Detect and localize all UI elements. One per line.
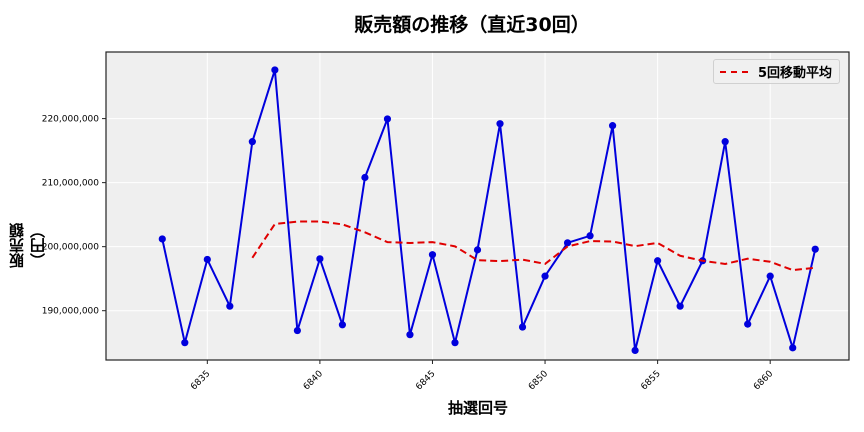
sales-point	[181, 339, 189, 347]
chart-title: 販売額の推移（直近30回）	[354, 14, 590, 36]
sales-point	[586, 232, 594, 240]
sales-point	[811, 245, 819, 253]
sales-point	[383, 115, 392, 123]
plot-background	[106, 52, 849, 360]
sales-point	[518, 323, 527, 331]
sales-point	[361, 173, 369, 182]
sales-point	[293, 326, 301, 335]
x-tick-label: 6855	[639, 369, 662, 392]
sales-point	[428, 251, 437, 259]
sales-point	[766, 272, 774, 280]
sales-point	[608, 122, 617, 130]
sales-point	[541, 272, 549, 280]
x-tick-label: 6860	[752, 369, 775, 392]
sales-point	[406, 331, 414, 339]
legend: 5回移動平均	[713, 59, 840, 84]
sales-point	[271, 66, 279, 74]
sales-point	[496, 120, 504, 128]
x-tick-label: 6840	[302, 369, 325, 392]
y-tick-label: 190,000,000	[42, 307, 100, 317]
y-tick-label: 200,000,000	[42, 243, 100, 253]
x-axis-label: 抽選回号	[447, 399, 508, 417]
sales-point	[203, 255, 211, 264]
sales-point	[654, 257, 662, 265]
x-tick-label: 6835	[189, 369, 212, 392]
sales-point	[248, 138, 256, 146]
moving-average-line	[251, 220, 816, 272]
plot-frame	[105, 51, 850, 361]
sales-point	[744, 320, 752, 328]
sales-point	[721, 138, 729, 146]
sales-point	[563, 239, 572, 247]
sales-point	[226, 302, 234, 310]
sales-point	[158, 235, 166, 243]
sales-point	[316, 255, 324, 263]
sales-point	[338, 321, 347, 329]
sales-point	[451, 339, 459, 347]
y-tick-label: 210,000,000	[42, 179, 100, 189]
x-tick-label: 6845	[414, 369, 437, 392]
dashed-line-legend-icon	[720, 70, 748, 73]
y-tick-label: 220,000,000	[42, 115, 100, 125]
sales-point	[631, 346, 639, 354]
sales-point	[789, 344, 797, 352]
sales-point	[676, 302, 684, 310]
legend-label-moving-average: 5回移動平均	[758, 66, 833, 81]
sales-line	[161, 69, 817, 352]
sales-point	[473, 246, 482, 254]
x-tick-label: 6850	[527, 369, 550, 392]
